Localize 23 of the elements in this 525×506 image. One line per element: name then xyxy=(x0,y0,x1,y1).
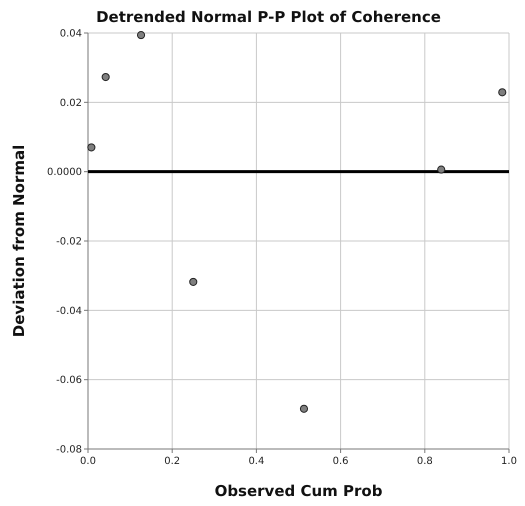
point xyxy=(136,31,146,40)
x-tick-label: 1.0 xyxy=(501,456,517,467)
point xyxy=(87,143,96,152)
y-tick-label: -0.02 xyxy=(56,236,82,248)
y-tick-label: -0.08 xyxy=(56,444,82,456)
x-tick-label: 0.2 xyxy=(164,456,180,467)
y-tick-label: 0.04 xyxy=(60,28,82,40)
y-tick-label: -0.04 xyxy=(56,306,82,317)
chart-title: Detrended Normal P-P Plot of Coherence xyxy=(96,8,441,26)
x-tick-label: 0.8 xyxy=(416,456,433,467)
point xyxy=(437,166,446,174)
x-axis-title: Observed Cum Prob xyxy=(214,482,383,500)
point xyxy=(189,278,198,286)
point xyxy=(102,72,110,82)
y-tick-label: -0.06 xyxy=(56,375,82,386)
x-tick-label: 0.6 xyxy=(332,456,349,467)
point xyxy=(498,88,506,96)
y-tick-label: 0.0000 xyxy=(47,167,82,178)
point xyxy=(300,404,308,413)
y-axis-title: Deviation from Normal xyxy=(10,144,28,338)
x-tick-label: 0.0 xyxy=(80,456,96,467)
y-tick-label: 0.02 xyxy=(60,98,82,109)
x-tick-label: 0.4 xyxy=(248,456,264,467)
